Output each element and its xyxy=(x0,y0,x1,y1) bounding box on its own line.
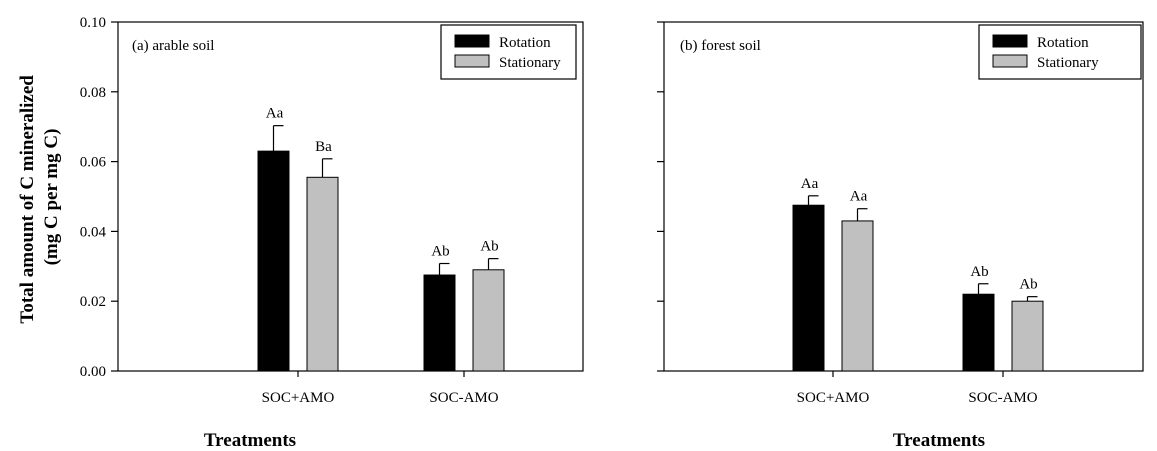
bar-rotation xyxy=(962,293,995,372)
significance-label: Aa xyxy=(801,176,819,192)
bar-stationary xyxy=(472,269,505,372)
plot-frame xyxy=(117,21,584,372)
x-category-label: SOC+AMO xyxy=(262,390,335,406)
significance-label: Ab xyxy=(1019,277,1037,293)
bar-rotation xyxy=(792,204,825,372)
panel-arable-soil: 0.00 0.02 0.04 0.06 0.08 0.10 SOC+AMO SOC-AMO Aa… xyxy=(80,15,584,451)
bar-stationary xyxy=(841,220,874,372)
panel-forest-soil: SOC+AMO SOC-AMO Aa Ab Aa Ab (b) forest soil Rot… xyxy=(657,21,1144,451)
y-axis-title-line-1: Total amount of C mineralized xyxy=(17,75,38,324)
panel-label: (b) forest soil xyxy=(680,38,761,54)
x-category-label: SOC-AMO xyxy=(968,390,1037,406)
bar-stationary xyxy=(1011,300,1044,372)
x-axis-title: Treatments xyxy=(893,430,985,451)
y-tick-label: 0.00 xyxy=(80,364,106,380)
legend-swatch-stationary xyxy=(992,54,1028,68)
legend-swatch-rotation xyxy=(454,34,490,48)
significance-label: Ab xyxy=(431,244,449,260)
significance-label: Ba xyxy=(315,139,332,155)
y-tick-label: 0.06 xyxy=(80,155,107,171)
bar-stationary xyxy=(306,176,339,372)
x-category-label: SOC-AMO xyxy=(429,390,498,406)
panel-label: (a) arable soil xyxy=(132,38,214,54)
significance-label: Ab xyxy=(970,264,988,280)
x-axis-title: Treatments xyxy=(204,430,296,451)
legend-box xyxy=(978,24,1142,80)
significance-label: Ab xyxy=(480,239,498,255)
y-tick-label: 0.08 xyxy=(80,85,106,101)
legend-label: Rotation xyxy=(1037,35,1089,51)
legend: Rotation Stationary xyxy=(440,24,577,80)
legend-swatch-stationary xyxy=(454,54,490,68)
y-axis-title-line-2: (mg C per mg C) xyxy=(41,129,62,266)
y-tick-label: 0.10 xyxy=(80,15,106,31)
plot-frame xyxy=(663,21,1144,372)
legend-label: Stationary xyxy=(1037,55,1099,71)
legend-label: Stationary xyxy=(499,55,561,71)
y-tick-label: 0.02 xyxy=(80,294,106,310)
y-axis-title: Total amount of C mineralized (mg C per … xyxy=(17,70,62,323)
y-tick-label: 0.04 xyxy=(80,224,107,240)
significance-label: Aa xyxy=(266,106,284,122)
legend-label: Rotation xyxy=(499,35,551,51)
legend-swatch-rotation xyxy=(992,34,1028,48)
legend: Rotation Stationary xyxy=(978,24,1142,80)
x-category-label: SOC+AMO xyxy=(797,390,870,406)
significance-label: Aa xyxy=(850,189,868,205)
bar-rotation xyxy=(257,150,290,372)
bar-rotation xyxy=(423,274,456,372)
legend-box xyxy=(440,24,577,80)
